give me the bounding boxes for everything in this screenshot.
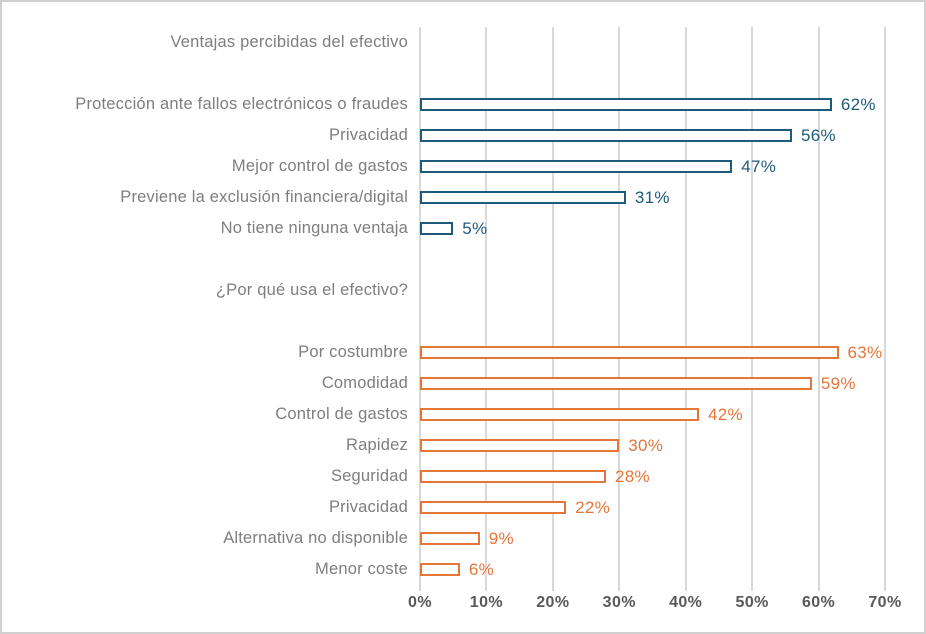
value-label: 56% <box>801 126 836 145</box>
value-label: 62% <box>840 95 876 114</box>
category-label: Protección ante fallos electrónicos o fr… <box>75 95 408 113</box>
gridline <box>419 27 421 585</box>
category-label: Mejor control de gastos <box>231 157 408 175</box>
category-label: Control de gastos <box>275 405 408 423</box>
value-label: 42% <box>708 405 743 424</box>
category-label: Previene la exclusión financiera/digital <box>120 188 408 206</box>
value-label: 28% <box>615 467 650 486</box>
tick-mark <box>817 585 820 591</box>
bar-row: Seguridad 28% <box>2 461 924 492</box>
tick-mark <box>684 585 687 591</box>
bar <box>420 563 460 576</box>
gridline <box>684 27 687 585</box>
bar <box>420 98 832 111</box>
bar-row: Control de gastos 42% <box>2 399 924 430</box>
bar <box>420 408 699 421</box>
gridline <box>485 27 488 585</box>
bar <box>420 532 480 545</box>
value-label: 22% <box>575 498 611 517</box>
section-header-row: Ventajas percibidas del efectivo <box>2 27 924 58</box>
bar <box>420 470 606 483</box>
x-axis-label: 10% <box>469 594 504 611</box>
bar <box>420 501 567 514</box>
category-label: Seguridad <box>330 467 408 485</box>
bar-row: Comodidad 59% <box>2 368 924 399</box>
category-label: Privacidad <box>328 126 408 144</box>
bar-row: Privacidad 56% <box>2 120 924 151</box>
gridline <box>618 27 621 585</box>
category-label: No tiene ninguna ventaja <box>220 219 408 237</box>
category-label: Comodidad <box>321 374 408 392</box>
tick-mark <box>485 585 488 591</box>
category-label: Rapidez <box>346 436 408 454</box>
value-label: 31% <box>634 188 670 207</box>
tick-mark <box>419 585 421 591</box>
bar-row: Privacidad 22% <box>2 492 924 523</box>
section-header: Ventajas percibidas del efectivo <box>170 33 408 51</box>
bar-row: No tiene ninguna ventaja 5% <box>2 213 924 244</box>
value-label: 63% <box>847 343 883 362</box>
section-header-row: ¿Por qué usa el efectivo? <box>2 275 924 306</box>
tick-mark <box>551 585 554 591</box>
bar <box>420 346 839 359</box>
gridline <box>884 27 886 585</box>
bar-row: Alternativa no disponible 9% <box>2 523 924 554</box>
bar <box>420 129 792 142</box>
x-axis-label: 20% <box>536 594 570 611</box>
x-axis-label: 50% <box>735 594 769 611</box>
spacer-row <box>2 306 924 337</box>
plot-area <box>419 27 886 585</box>
bar-row: Mejor control de gastos 47% <box>2 151 924 182</box>
gridline <box>817 27 820 585</box>
value-label: 5% <box>462 219 488 238</box>
tick-mark <box>618 585 621 591</box>
x-axis-label: 60% <box>801 594 836 611</box>
bar-row: Rapidez 30% <box>2 430 924 461</box>
category-label: Menor coste <box>315 560 408 578</box>
bar-row: Menor coste 6% <box>2 554 924 585</box>
spacer-row <box>2 58 924 89</box>
category-label: Por costumbre <box>298 343 408 361</box>
value-label: 6% <box>468 560 495 579</box>
x-axis-label: 30% <box>602 594 636 611</box>
gridline <box>751 27 754 585</box>
bar <box>420 160 733 173</box>
tick-mark <box>751 585 754 591</box>
category-label: Privacidad <box>328 498 408 516</box>
bar <box>420 439 620 452</box>
x-axis-label: 0% <box>408 594 432 611</box>
category-label: Alternativa no disponible <box>223 529 408 547</box>
bar <box>420 222 454 235</box>
tick-mark <box>884 585 886 591</box>
bar-row: Por costumbre 63% <box>2 337 924 368</box>
value-label: 59% <box>820 374 856 393</box>
section-header: ¿Por qué usa el efectivo? <box>215 281 408 299</box>
spacer-row <box>2 244 924 275</box>
bar-row: Previene la exclusión financiera/digital… <box>2 182 924 213</box>
bar <box>420 377 812 390</box>
bar <box>420 191 626 204</box>
bar-row: Protección ante fallos electrónicos o fr… <box>2 89 924 120</box>
x-axis-label: 70% <box>868 594 902 611</box>
x-axis-label: 40% <box>669 594 703 611</box>
gridline <box>551 27 554 585</box>
value-label: 47% <box>741 157 777 176</box>
value-label: 9% <box>488 529 514 548</box>
value-label: 30% <box>628 436 664 455</box>
